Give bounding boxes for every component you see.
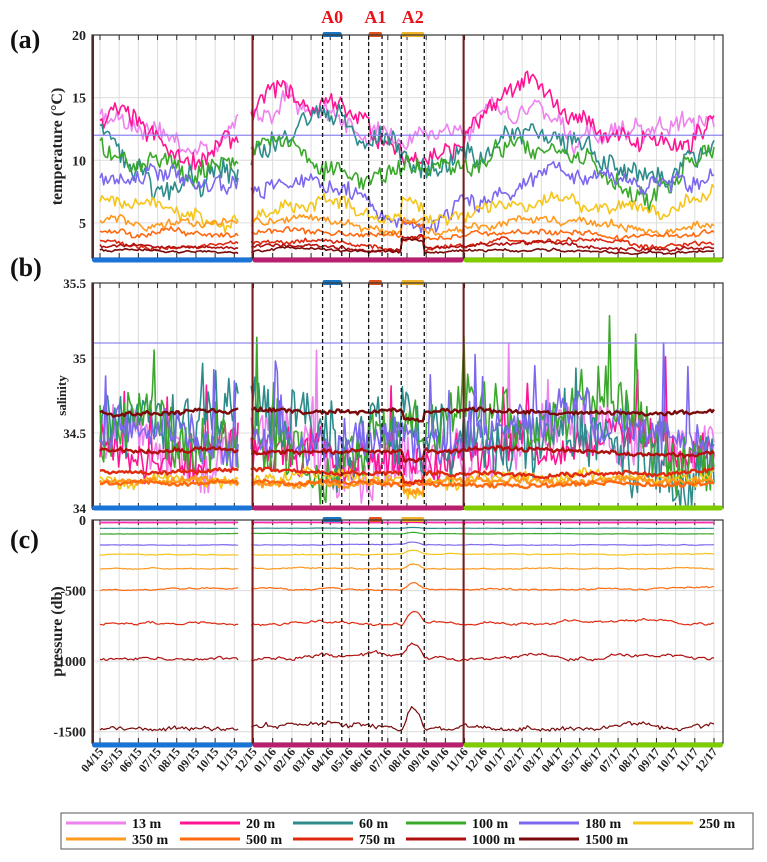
series-line-500m xyxy=(100,478,715,490)
legend: 13 m 20 m 60 m 100 m 180 m 250 m 350 m 500 m 750… xyxy=(60,812,754,850)
series-line-100m xyxy=(99,134,715,213)
y-tick-label: 20 xyxy=(72,29,86,44)
y-tick-label: 10 xyxy=(72,154,86,169)
x-tick-label: 12/17 xyxy=(692,745,720,775)
y-tick-label: 5 xyxy=(79,217,86,232)
series-line-1000m xyxy=(99,642,715,662)
series-line-60m xyxy=(99,526,714,530)
series-line-750m xyxy=(99,466,715,486)
series-line-1500m xyxy=(99,706,715,732)
legend-label: 20 m xyxy=(246,817,276,832)
deployment-bar-2 xyxy=(252,257,464,263)
series-line-1500m xyxy=(99,406,715,423)
y-axis-label: salinity xyxy=(54,375,69,416)
legend-box xyxy=(60,812,754,850)
legend-label: 250 m xyxy=(699,817,736,832)
deployment-bar-2 xyxy=(252,505,464,511)
panel-b: 34 34.5 35 35.5 (b) salinity xyxy=(10,253,724,516)
y-tick-label: 15 xyxy=(72,92,86,107)
y-tick-label: 34.5 xyxy=(63,426,86,441)
deployment-bar-3 xyxy=(463,742,723,748)
series-line-350m xyxy=(100,563,715,570)
series-line-500m xyxy=(99,219,715,242)
legend-label: 100 m xyxy=(472,817,509,832)
y-tick-label: 35 xyxy=(73,351,87,366)
series-line-750m xyxy=(99,610,715,627)
deployment-bar-1 xyxy=(92,505,253,511)
y-axis-label: temperature (°C) xyxy=(49,88,66,206)
series-line-500m xyxy=(99,582,715,592)
event-label-a1: A1 xyxy=(364,7,386,27)
legend-label: 60 m xyxy=(359,817,389,832)
legend-label: 1000 m xyxy=(472,833,516,848)
y-tick-label: -500 xyxy=(60,585,86,600)
panel-label: (c) xyxy=(10,525,39,554)
deployment-bar-3 xyxy=(463,505,723,511)
series-line-350m xyxy=(99,213,715,238)
panel-c: 0 -500 -1000 -1500 (c) pressure (db) xyxy=(10,514,724,748)
deployment-bar-1 xyxy=(92,742,253,748)
series-line-180m xyxy=(99,160,715,234)
series-line-100m xyxy=(100,531,715,535)
deployment-bar-3 xyxy=(463,257,723,263)
y-tick-label: -1000 xyxy=(53,655,86,670)
y-tick-label: 34 xyxy=(73,501,87,516)
series-line-1000m xyxy=(99,233,715,254)
y-tick-label: 35.5 xyxy=(63,276,86,291)
deployment-bar-2 xyxy=(252,742,464,748)
series-line-250m xyxy=(99,183,715,234)
series-line-1000m xyxy=(99,444,715,464)
legend-label: 1500 m xyxy=(585,833,629,848)
series-line-180m xyxy=(99,541,715,546)
legend-label: 180 m xyxy=(585,817,622,832)
event-label-a2: A2 xyxy=(402,7,424,27)
panel-a: 5 10 15 20 (a) temperature (°C) xyxy=(10,25,724,263)
deployment-bar-1 xyxy=(92,257,253,263)
y-axis-label: pressure (db) xyxy=(49,586,66,677)
y-tick-label: 0 xyxy=(79,514,86,529)
legend-label: 500 m xyxy=(246,833,283,848)
legend-label: 350 m xyxy=(132,833,169,848)
legend-label: 750 m xyxy=(359,833,396,848)
panel-label: (a) xyxy=(10,25,40,54)
series-line-1500m xyxy=(99,237,714,256)
panel-label: (b) xyxy=(10,253,42,282)
legend-label: 13 m xyxy=(132,817,162,832)
series-line-250m xyxy=(99,549,715,556)
y-tick-label: -1500 xyxy=(53,726,86,741)
event-label-a0: A0 xyxy=(321,7,343,27)
